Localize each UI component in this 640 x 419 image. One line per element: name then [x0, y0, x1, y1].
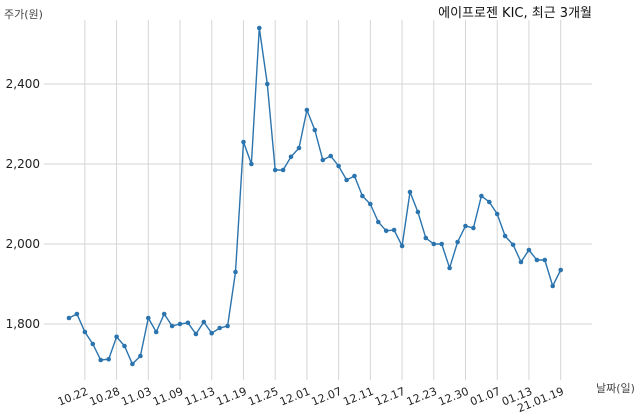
- data-point: [431, 241, 437, 247]
- data-point: [225, 323, 230, 329]
- data-point: [550, 283, 555, 289]
- data-point: [280, 167, 286, 173]
- data-point: [122, 343, 127, 349]
- data-point: [304, 107, 310, 113]
- data-point: [494, 211, 500, 217]
- x-tick-label: 12.01: [278, 385, 312, 409]
- y-tick-label: 1,800: [6, 317, 40, 331]
- data-point: [423, 235, 429, 241]
- data-point: [336, 163, 341, 169]
- x-tick-label: 01.07: [468, 385, 502, 409]
- data-point: [471, 225, 476, 231]
- data-point: [66, 315, 72, 321]
- x-tick-label: 10.28: [88, 385, 122, 409]
- data-point: [257, 25, 262, 31]
- data-point: [177, 321, 183, 327]
- x-tick-label: 11.19: [215, 385, 249, 409]
- data-point: [542, 257, 548, 263]
- data-point: [558, 267, 563, 273]
- x-tick-label: 11.13: [183, 385, 217, 409]
- data-point: [74, 311, 80, 317]
- data-point: [288, 154, 294, 160]
- data-point: [502, 233, 508, 239]
- x-tick-label: 12.30: [437, 385, 471, 409]
- data-point: [217, 325, 222, 331]
- data-point: [368, 201, 373, 207]
- data-point: [169, 323, 175, 329]
- x-tick-label: 11.03: [119, 385, 153, 409]
- data-point: [320, 157, 326, 163]
- data-point: [463, 223, 468, 229]
- y-tick-label: 2,200: [6, 157, 40, 171]
- data-point: [487, 199, 492, 205]
- x-tick-label: 12.23: [405, 385, 439, 409]
- data-point: [90, 341, 96, 347]
- data-point: [146, 315, 151, 321]
- data-point: [114, 334, 119, 340]
- data-point: [296, 145, 302, 151]
- price-series-line: [68, 27, 562, 366]
- x-tick-label: 11.09: [151, 385, 185, 409]
- chart-title: 에이프로젠 KIC, 최근 3개월: [438, 6, 592, 21]
- data-point: [272, 167, 278, 173]
- data-point: [249, 161, 254, 167]
- data-point: [455, 239, 460, 245]
- data-point: [344, 177, 349, 183]
- data-point: [312, 127, 318, 133]
- x-tick-label: 12.07: [310, 385, 344, 409]
- data-point: [106, 356, 111, 362]
- data-point: [479, 193, 484, 199]
- vertical-gridlines: [84, 20, 562, 380]
- data-point: [415, 209, 421, 215]
- horizontal-gridlines: [44, 83, 592, 325]
- data-point: [201, 319, 207, 325]
- data-point: [447, 265, 452, 271]
- x-tick-labels: 10.2210.2811.0311.0911.1311.1911.2512.01…: [56, 385, 566, 415]
- x-tick-label: 11.25: [246, 385, 280, 409]
- data-point: [265, 81, 270, 87]
- data-point: [153, 329, 159, 335]
- y-tick-labels: 1,800 2,000 2,200 2,400: [6, 77, 40, 331]
- data-point: [376, 219, 381, 225]
- x-tick-label: 10.22: [56, 385, 90, 409]
- data-point: [138, 353, 143, 359]
- data-point: [399, 243, 405, 249]
- data-point: [534, 257, 540, 263]
- data-point: [233, 269, 238, 275]
- data-point: [130, 361, 135, 367]
- data-point: [383, 228, 389, 234]
- data-point: [391, 227, 397, 233]
- x-axis-title: 날짜(일): [596, 381, 635, 395]
- y-axis-title: 주가(원): [4, 8, 43, 21]
- x-tick-label: 12.11: [341, 385, 375, 409]
- data-point: [161, 311, 167, 317]
- data-point: [407, 189, 413, 195]
- data-point: [98, 357, 103, 363]
- data-point: [510, 242, 516, 248]
- x-tick-label: 12.17: [373, 385, 407, 409]
- y-tick-label: 2,000: [6, 237, 40, 251]
- data-point: [193, 331, 199, 337]
- data-point: [518, 259, 524, 265]
- data-point: [241, 139, 246, 145]
- data-point: [82, 329, 88, 335]
- data-point: [352, 173, 357, 179]
- data-point: [526, 247, 532, 253]
- price-series-points: [66, 25, 563, 367]
- data-point: [439, 241, 445, 247]
- data-point: [328, 153, 334, 159]
- data-point: [185, 320, 191, 326]
- y-tick-label: 2,400: [6, 77, 40, 91]
- data-point: [360, 193, 365, 199]
- data-point: [209, 330, 214, 336]
